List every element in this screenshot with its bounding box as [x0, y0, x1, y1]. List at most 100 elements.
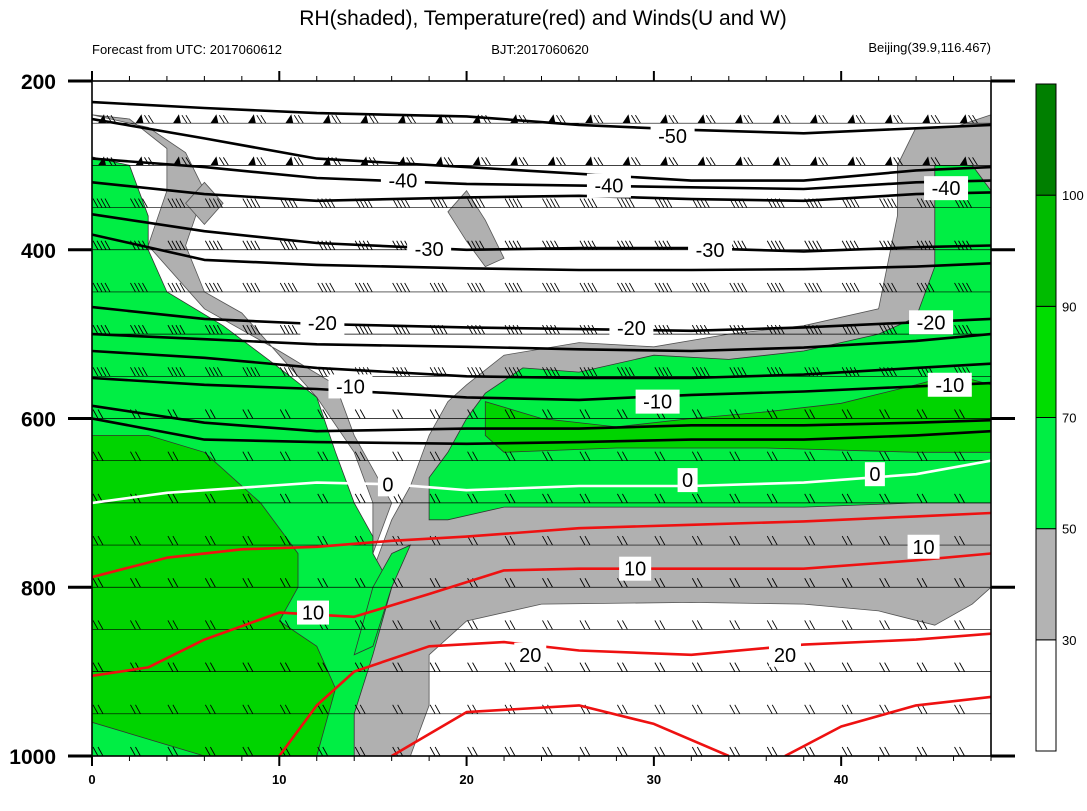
wind-flag [809, 156, 818, 166]
wind-barb [891, 198, 898, 208]
wind-barb [654, 578, 661, 588]
wind-barb [884, 746, 891, 756]
wind-barb [317, 746, 324, 756]
wind-barb [916, 409, 923, 419]
wind-barb [556, 157, 562, 166]
wind-barb [354, 451, 361, 461]
wind-flag [247, 156, 256, 166]
wind-barb [879, 620, 886, 630]
wind-barb [766, 746, 773, 756]
wind-barb [846, 535, 853, 546]
contour-label-box-5 [688, 237, 733, 262]
wind-barb [883, 282, 890, 293]
wind-barb [212, 282, 219, 293]
wind-barb [287, 367, 294, 377]
wind-flag [922, 114, 931, 124]
wind-barb [317, 282, 324, 293]
wind-barb [921, 493, 928, 504]
wind-barb [916, 198, 923, 208]
wind-barb [92, 324, 99, 335]
wind-barb [729, 451, 736, 461]
contour-labels: -50 -40 -40 -40 -30 -30 -20 -20 -20 -10 -10 -10 0 0 0 1… [297, 123, 972, 667]
wind-barb [471, 282, 477, 293]
wind-barb [622, 746, 628, 756]
wind-barb [887, 198, 894, 208]
y-tick-label: 200 [21, 71, 56, 94]
wind-barb [185, 157, 192, 166]
wind-flag [884, 156, 893, 166]
wind-flag [247, 114, 256, 124]
wind-barb [853, 282, 860, 293]
wind-barb [743, 114, 750, 124]
wind-barb [804, 662, 811, 672]
wind-barb [884, 662, 891, 672]
rh-region-gray-2 [185, 181, 224, 226]
wind-barb [242, 662, 249, 672]
valid-time-label: BJT:2017060620 [491, 42, 589, 57]
wind-barb [884, 535, 891, 546]
wind-barb [135, 620, 141, 630]
wind-barb [434, 704, 441, 715]
wind-barb [467, 367, 473, 377]
wind-barb [92, 367, 99, 377]
contour-label-box-1 [380, 168, 425, 193]
wind-barb [130, 324, 136, 335]
wind-barb [729, 493, 736, 504]
wind-barb [621, 367, 627, 377]
wind-barb [322, 535, 329, 546]
wind-barb [204, 367, 211, 377]
wind-barb [846, 578, 853, 588]
wind-barb [130, 578, 136, 588]
wind-barb [134, 198, 140, 208]
wind-barb [859, 157, 866, 166]
wind-barb [587, 367, 594, 377]
wind-barb [443, 157, 450, 166]
wind-barb [254, 367, 261, 377]
wind-barb [208, 367, 215, 377]
wind-barb [509, 493, 516, 504]
wind-flag [959, 114, 968, 124]
wind-barb [429, 282, 436, 293]
wind-barb [396, 240, 403, 250]
wind-barb [254, 240, 261, 250]
wind-flag [172, 156, 181, 166]
wind-barb [209, 704, 216, 715]
wind-barb [392, 704, 399, 715]
wind-barb [504, 367, 511, 377]
wind-barb [279, 198, 286, 208]
wind-flag [847, 156, 856, 166]
wind-barb [934, 157, 941, 166]
wind-barb [733, 367, 740, 377]
wind-barb [853, 198, 860, 208]
wind-barb [954, 493, 960, 504]
wind-barb [97, 662, 104, 672]
wind-barb [429, 198, 436, 208]
wind-barb [883, 198, 890, 208]
wind-barb [966, 324, 972, 335]
wind-barb [400, 282, 407, 293]
wind-barb [734, 704, 741, 715]
wind-barb [921, 746, 928, 756]
wind-barb [247, 704, 254, 715]
wind-barb [204, 535, 211, 546]
wind-barb [542, 493, 548, 504]
wind-barb [508, 367, 515, 377]
wind-barb [625, 367, 631, 377]
wind-barb [97, 578, 104, 588]
wind-barb [879, 198, 886, 208]
wind-barb [617, 367, 623, 377]
wind-barb [429, 746, 436, 756]
wind-barb [509, 535, 516, 546]
wind-barb [699, 367, 706, 377]
wind-barb [654, 662, 661, 672]
wind-flag [622, 114, 631, 124]
wind-barb [142, 198, 148, 208]
wind-barb [666, 282, 673, 293]
colorbar-segment-0 [1035, 639, 1057, 752]
wind-barb [622, 704, 628, 715]
wind-barb [481, 157, 487, 166]
wind-barb [729, 662, 736, 672]
wind-barb [504, 578, 511, 588]
wind-barb [247, 578, 254, 588]
